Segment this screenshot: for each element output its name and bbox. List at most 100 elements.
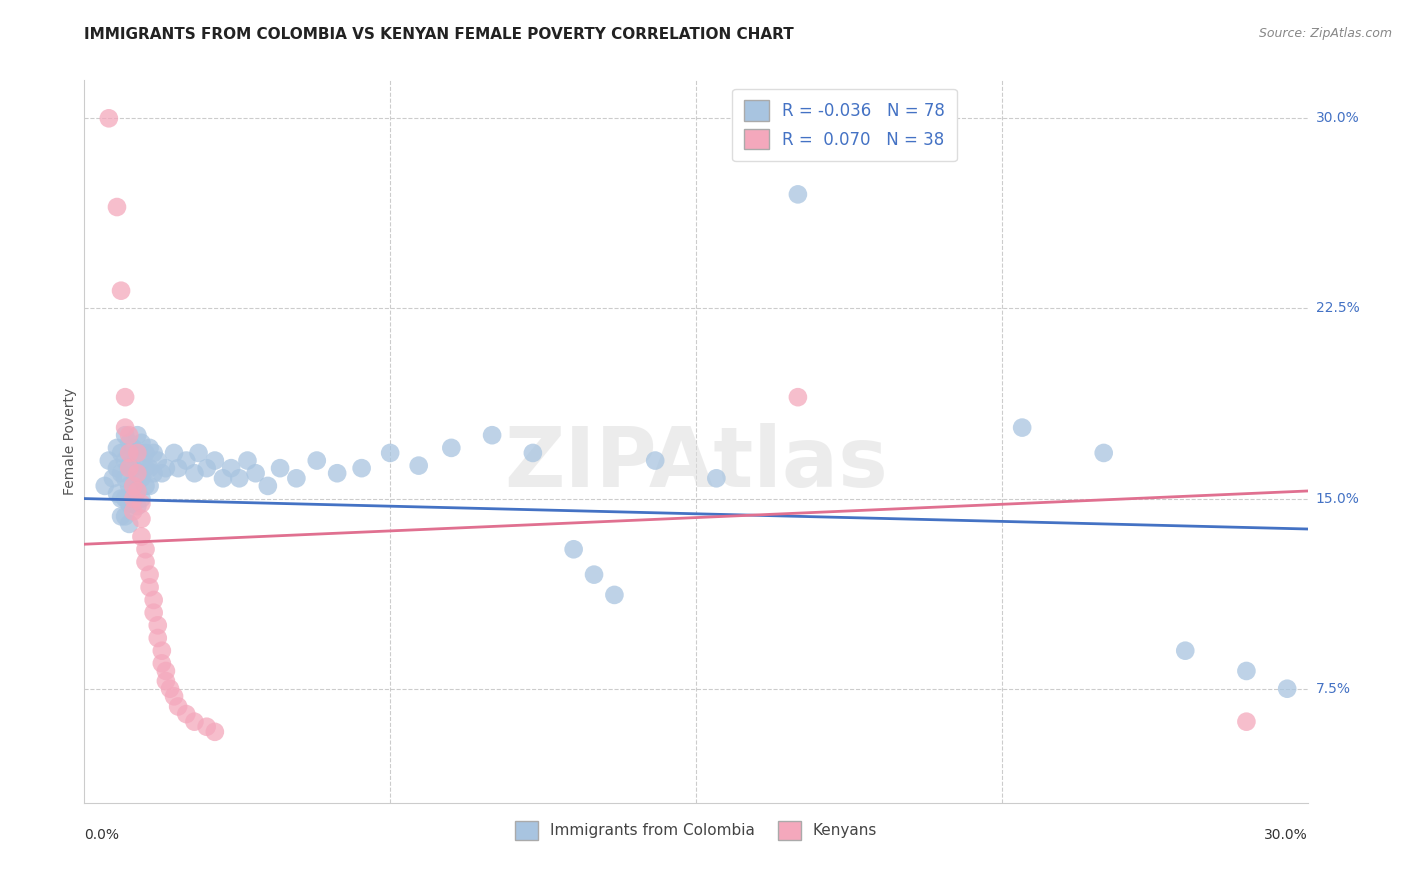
Legend: Immigrants from Colombia, Kenyans: Immigrants from Colombia, Kenyans xyxy=(509,815,883,846)
Point xyxy=(135,542,157,557)
Point xyxy=(228,471,250,485)
Point xyxy=(135,555,157,569)
Point xyxy=(159,681,181,696)
Point xyxy=(118,428,141,442)
Text: Source: ZipAtlas.com: Source: ZipAtlas.com xyxy=(1258,27,1392,40)
Point xyxy=(105,461,128,475)
Point xyxy=(644,453,666,467)
Point xyxy=(127,467,149,481)
Point xyxy=(114,390,136,404)
Point xyxy=(142,606,165,620)
Point xyxy=(150,467,173,481)
Point xyxy=(135,461,157,475)
Point xyxy=(118,516,141,531)
Point xyxy=(187,446,209,460)
Point xyxy=(212,471,235,485)
Point xyxy=(105,200,128,214)
Point xyxy=(93,479,115,493)
Point xyxy=(138,461,160,475)
Point xyxy=(110,491,132,506)
Point xyxy=(127,428,149,442)
Point xyxy=(195,461,218,475)
Point xyxy=(97,453,120,467)
Point xyxy=(583,567,606,582)
Point xyxy=(122,491,145,506)
Point xyxy=(118,497,141,511)
Point xyxy=(219,461,242,475)
Point xyxy=(195,720,218,734)
Point xyxy=(440,441,463,455)
Point xyxy=(150,657,173,671)
Point xyxy=(269,461,291,475)
Text: ZIPAtlas: ZIPAtlas xyxy=(503,423,889,504)
Point xyxy=(118,458,141,473)
Point xyxy=(285,471,308,485)
Point xyxy=(155,674,177,689)
Point xyxy=(110,446,132,460)
Point xyxy=(326,467,349,481)
Point xyxy=(127,499,149,513)
Point xyxy=(150,643,173,657)
Point xyxy=(114,471,136,485)
Point xyxy=(122,461,145,475)
Text: IMMIGRANTS FROM COLOMBIA VS KENYAN FEMALE POVERTY CORRELATION CHART: IMMIGRANTS FROM COLOMBIA VS KENYAN FEMAL… xyxy=(84,27,794,42)
Point xyxy=(1174,643,1197,657)
Point xyxy=(131,435,153,450)
Point xyxy=(105,441,128,455)
Point xyxy=(204,453,226,467)
Point xyxy=(122,441,145,455)
Point xyxy=(131,497,153,511)
Point xyxy=(114,509,136,524)
Point xyxy=(183,467,205,481)
Point xyxy=(155,664,177,678)
Point xyxy=(114,428,136,442)
Point xyxy=(118,461,141,475)
Point xyxy=(245,467,267,481)
Point xyxy=(706,471,728,485)
Text: 30.0%: 30.0% xyxy=(1264,828,1308,842)
Point xyxy=(127,467,149,481)
Y-axis label: Female Poverty: Female Poverty xyxy=(63,388,77,495)
Point xyxy=(118,435,141,450)
Point xyxy=(114,491,136,506)
Point xyxy=(163,446,186,460)
Point xyxy=(127,446,149,460)
Text: 15.0%: 15.0% xyxy=(1316,491,1360,506)
Point xyxy=(138,441,160,455)
Point xyxy=(138,567,160,582)
Point xyxy=(122,497,145,511)
Point xyxy=(105,486,128,500)
Point xyxy=(174,453,197,467)
Point xyxy=(380,446,402,460)
Point xyxy=(127,483,149,498)
Point xyxy=(142,467,165,481)
Point xyxy=(122,479,145,493)
Point xyxy=(522,446,544,460)
Point xyxy=(138,580,160,594)
Point xyxy=(167,699,190,714)
Point xyxy=(131,491,153,506)
Point xyxy=(1236,714,1258,729)
Point xyxy=(127,483,149,498)
Point xyxy=(1277,681,1299,696)
Point xyxy=(142,593,165,607)
Point xyxy=(163,690,186,704)
Point xyxy=(135,479,157,493)
Point xyxy=(110,467,132,481)
Point xyxy=(118,446,141,460)
Point xyxy=(174,707,197,722)
Point xyxy=(138,479,160,493)
Point xyxy=(787,390,810,404)
Point xyxy=(155,461,177,475)
Text: 7.5%: 7.5% xyxy=(1316,681,1351,696)
Point xyxy=(118,479,141,493)
Point xyxy=(350,461,373,475)
Point xyxy=(1011,420,1033,434)
Point xyxy=(131,530,153,544)
Point xyxy=(481,428,503,442)
Point xyxy=(167,461,190,475)
Point xyxy=(236,453,259,467)
Point xyxy=(562,542,585,557)
Point xyxy=(97,112,120,126)
Point xyxy=(305,453,328,467)
